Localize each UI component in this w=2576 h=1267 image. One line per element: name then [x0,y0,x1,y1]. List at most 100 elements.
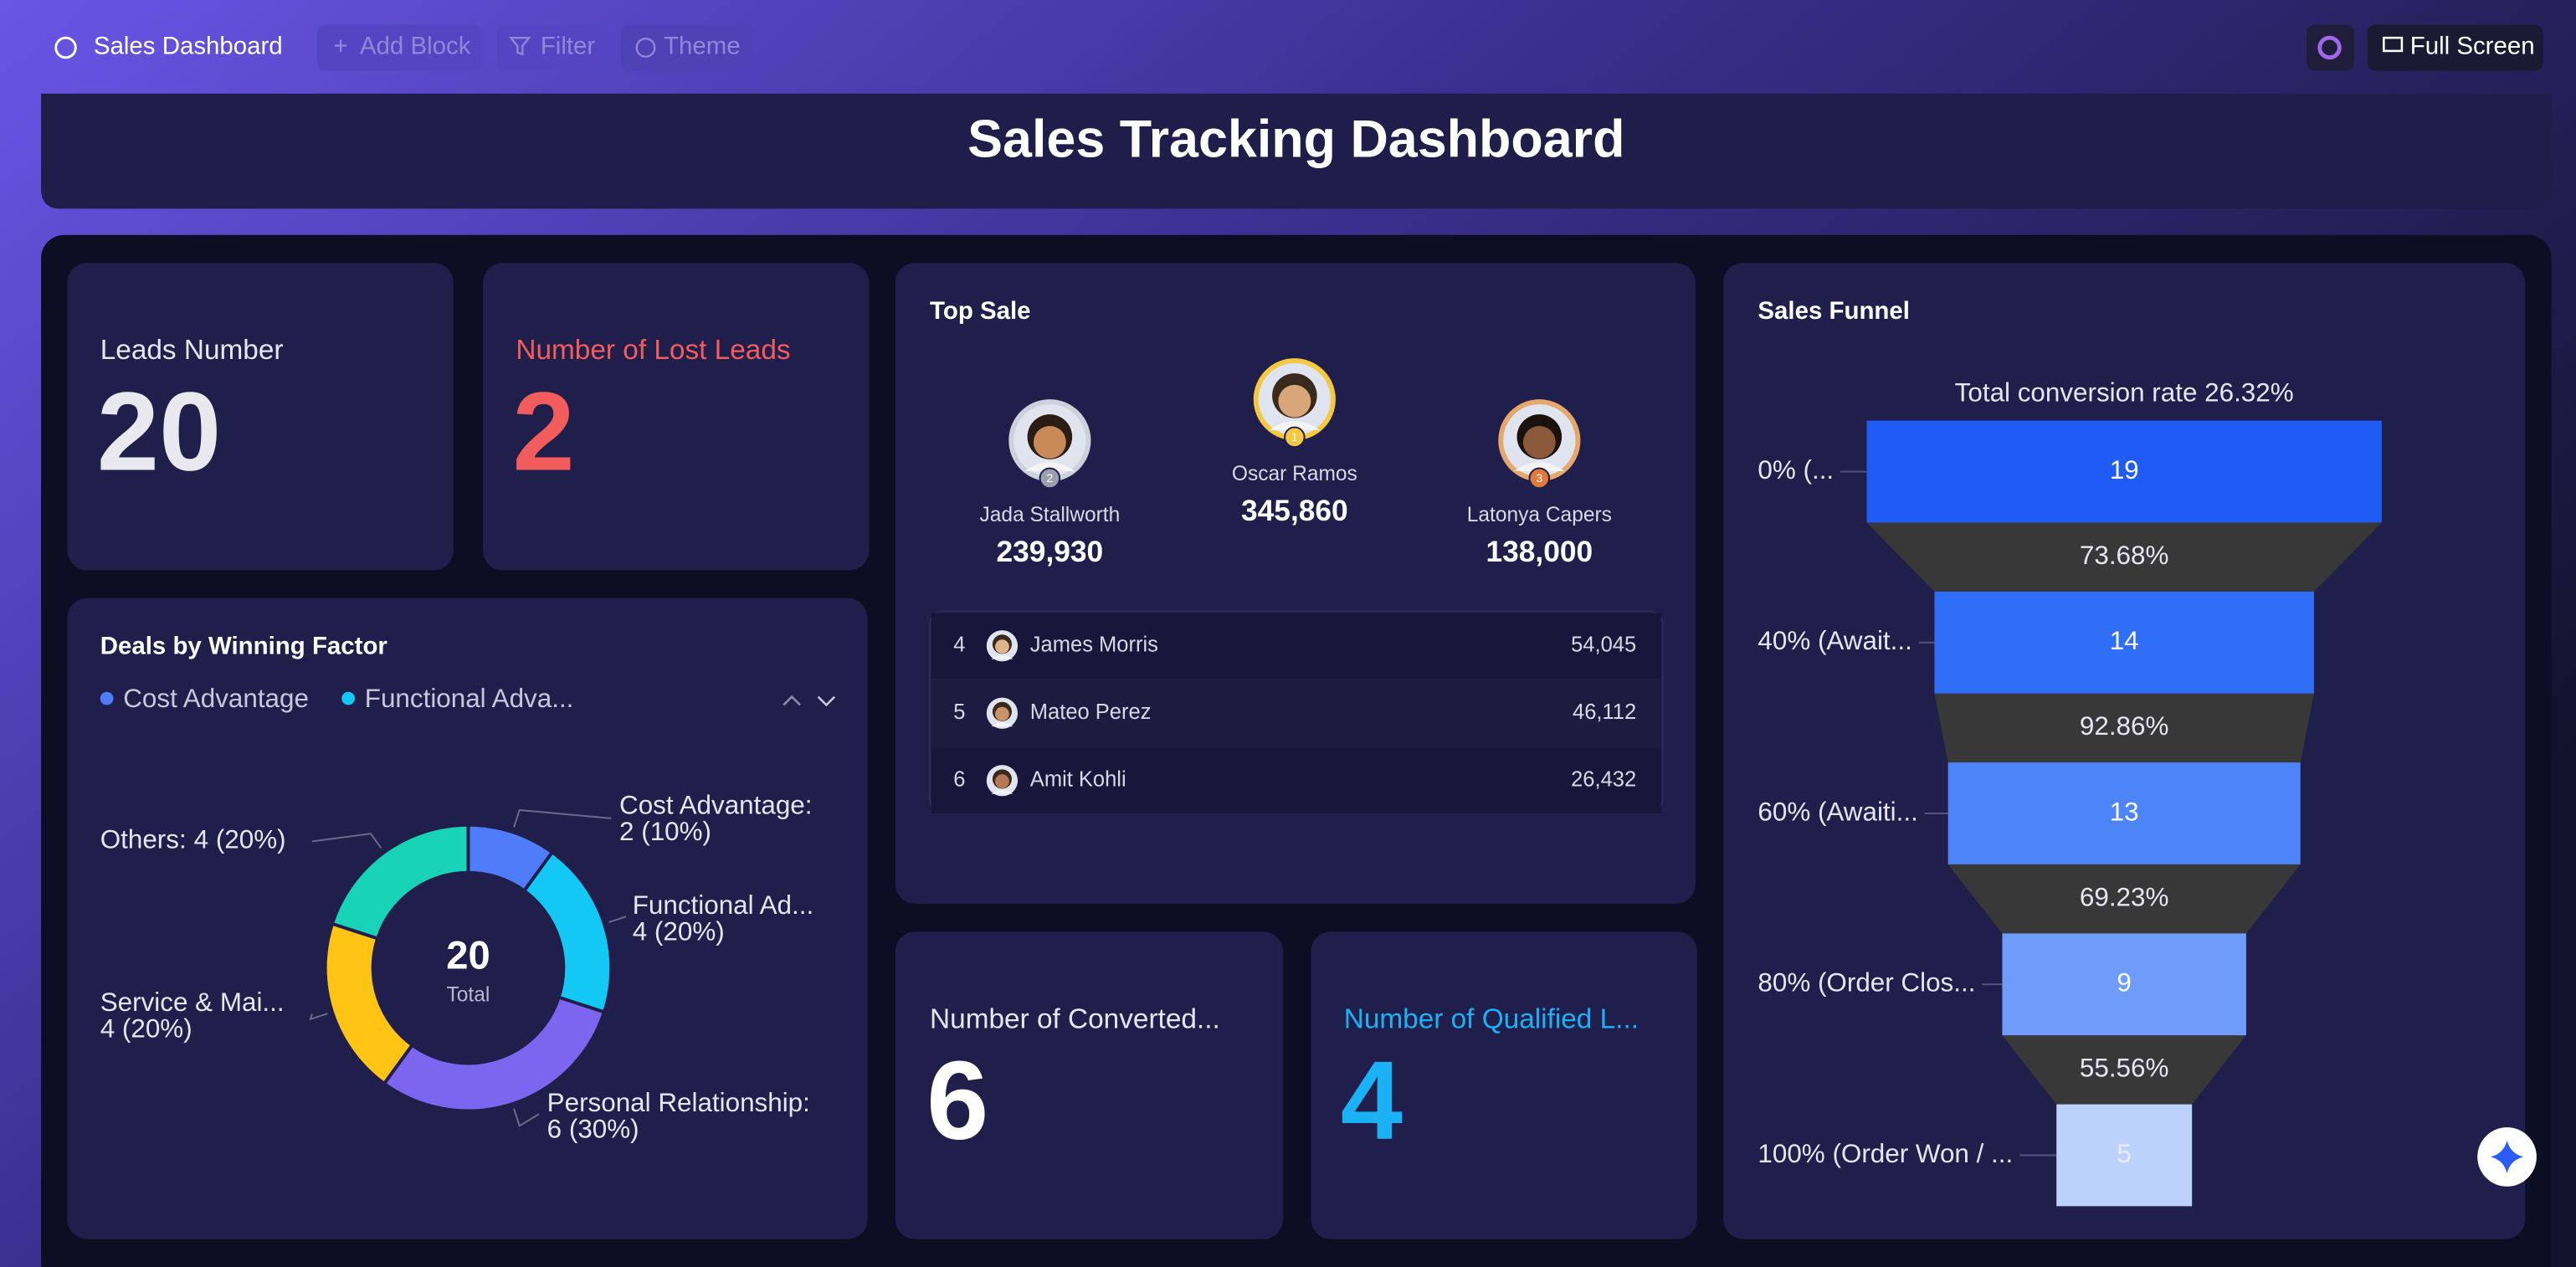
dashboard-name: Sales Dashboard [94,33,283,60]
row-rank: 6 [953,767,965,791]
plus-icon: + [333,33,347,60]
avatar-body [1024,462,1075,471]
screen-icon [2383,36,2404,53]
funnel-bar [2002,933,2246,1036]
funnel-connector [1947,864,2301,934]
leader-line [309,1013,328,1021]
kpi-label: Number of Converted... [930,1003,1220,1034]
legend-next[interactable] [817,695,836,707]
rank-number: 2 [1047,472,1054,485]
leader-line [513,808,612,828]
row-amount: 26,432 [1571,767,1636,791]
kpi-card: Number of Qualified L... 4 [1311,931,1697,1239]
row-name: Mateo Perez [1030,700,1152,724]
avatar-face [1522,425,1556,459]
filter-icon [509,36,531,56]
button-label: Full Screen [2410,33,2535,60]
slice-value: 6 (30%) [547,1114,639,1143]
stage-label: 0% (... [1758,455,1834,485]
fullscreen-button[interactable]: Full Screen [2367,24,2543,71]
dashboard-title: Sales Tracking Dashboard [967,110,1624,168]
theme-icon [635,37,656,58]
seller-name: Latonya Capers [1467,504,1612,526]
conversion-label: 73.68% [2080,541,2169,570]
kpi-label: Leads Number [100,335,284,366]
leader-line [608,916,627,923]
row-name: Amit Kohli [1030,767,1126,791]
funnel-connector [1934,693,2314,763]
table-row [931,613,1661,680]
kpi-value: 4 [1341,1039,1403,1163]
funnel-connector [2002,1035,2246,1105]
slice-value: 2 (10%) [619,817,711,846]
slice-label: Functional Ad... [633,890,813,920]
kpi-card: Leads Number 20 [67,263,454,571]
add-block-button[interactable]: + Add Block [316,24,482,71]
row-name: James Morris [1030,633,1158,656]
rank-number: 1 [1291,431,1298,444]
card-title: Deals by Winning Factor [100,632,388,659]
assistant-button[interactable] [2477,1127,2537,1187]
avatar-body [991,722,1013,727]
kpi-card: Number of Converted... 6 [895,931,1284,1239]
funnel-subtitle: Total conversion rate 26.32% [1955,378,2294,408]
kpi-value: 6 [926,1039,988,1163]
avatar-face [995,774,1009,789]
seller-name: Jada Stallworth [980,504,1121,526]
slice-label: Personal Relationship: [547,1088,810,1117]
conversion-label: 69.23% [2080,882,2169,911]
donut-segment [382,995,607,1113]
filter-button[interactable]: Filter [495,24,607,71]
conversion-label: 55.56% [2080,1054,2169,1083]
button-label: Theme [664,33,741,60]
slice-value: 4 (20%) [194,825,286,854]
row-rank: 4 [953,633,965,656]
stage-label: 60% (Awaiti... [1758,797,1917,826]
legend-dot [341,691,356,705]
ai-button[interactable] [2307,24,2354,71]
slice-label: Others: [100,825,187,854]
seller-name: Oscar Ramos [1232,463,1357,485]
table-row [931,747,1661,814]
funnel-value: 13 [2110,797,2139,826]
kpi-card: Number of Lost Leads 2 [483,263,870,571]
slice-label: Cost Advantage: [619,790,812,819]
theme-button[interactable]: Theme [621,24,753,71]
funnel-chart: 73.68% 19 0% (... 92.86% 14 40% (Await... 69.2… [1758,420,2382,1207]
stage-label: 100% (Order Won / ... [1758,1139,2013,1168]
kpi-label: Number of Qualified L... [1344,1003,1639,1034]
card-title: Top Sale [930,297,1030,325]
seller-amount: 138,000 [1486,536,1593,568]
funnel-bar [1934,591,2314,694]
legend-prev[interactable] [783,695,801,706]
legend-label: Functional Adva... [365,684,574,713]
toolbar: Sales Dashboard + Add Block Filter Theme… [54,24,2543,71]
funnel-value: 9 [2117,968,2131,998]
avatar-face [1033,425,1066,459]
header-panel [41,93,2552,209]
conversion-label: 92.86% [2080,711,2169,741]
avatar-face [1278,384,1311,418]
kpi-label: Number of Lost Leads [516,335,790,366]
rank-badge [1039,467,1061,490]
leader-line [513,1108,540,1127]
top-sale-content: 2 Jada Stallworth 239,930 1 Oscar Ramos 345,8… [931,358,1661,814]
donut-chart: Cost Advantage Functional Adva... Cost Adv… [100,684,813,1143]
avatar-body [1269,421,1321,430]
avatar-face [995,706,1009,721]
slice-value: 4 (20%) [633,917,725,946]
avatar-body [1514,462,1565,471]
button-label: Filter [541,33,596,60]
stage-label: 40% (Await... [1758,626,1911,655]
slice-label: Service & Mai... [100,987,285,1017]
avatar-face [995,639,1009,654]
winning-factor-card [67,598,868,1239]
funnel-connector [1866,522,2382,592]
funnel-bar [1947,762,2301,864]
kpi-value: 20 [97,370,221,495]
rank-badge [1528,467,1551,490]
donut-total-label: Total [447,983,490,1006]
rank-number: 3 [1537,472,1543,485]
